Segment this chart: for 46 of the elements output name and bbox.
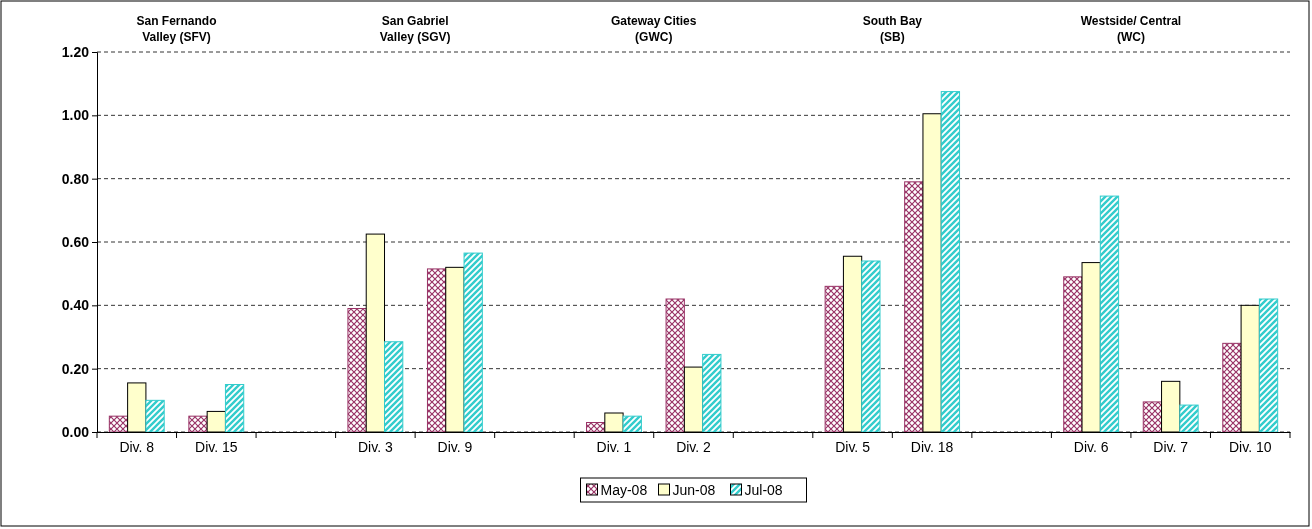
- bar: [861, 260, 881, 433]
- bar: [1222, 342, 1242, 433]
- x-tick-label: Div. 5: [835, 438, 871, 455]
- y-tick-label: 0.60: [61, 233, 90, 250]
- bar: [1142, 401, 1163, 433]
- bar: [702, 353, 722, 433]
- y-tick-label: 0.80: [61, 170, 90, 187]
- bar: [188, 415, 208, 433]
- x-tick-label: Div. 10: [1228, 438, 1272, 455]
- text: San Fernando Valley (SFV): [136, 14, 217, 44]
- bar: [940, 91, 961, 433]
- x-tick-label: Div. 9: [437, 438, 473, 455]
- bar: [224, 384, 245, 433]
- x-tick-label: Div. 7: [1153, 438, 1189, 455]
- y-tick-label: 1.00: [61, 107, 90, 124]
- text: San Gabriel Valley (SGV): [379, 14, 451, 44]
- x-tick-label: Div. 6: [1073, 438, 1109, 455]
- legend-label: Jul-08: [744, 482, 783, 498]
- bar: [347, 308, 367, 433]
- bar: [426, 268, 447, 433]
- bar: [1258, 298, 1279, 433]
- bar: [824, 285, 844, 433]
- legend-label: May-08: [600, 482, 648, 498]
- y-tick-label: 0.40: [61, 297, 90, 314]
- y-tick-label: 0.00: [61, 423, 90, 440]
- bar: [1063, 276, 1083, 433]
- bar: [904, 181, 924, 433]
- legend-label: Jun-08: [672, 482, 716, 498]
- bar: [665, 298, 685, 433]
- bar: [622, 415, 642, 433]
- x-tick-label: Div. 18: [910, 438, 954, 455]
- x-tick-label: Div. 8: [119, 438, 155, 455]
- bar: [145, 399, 165, 433]
- bar: [463, 252, 483, 433]
- bar: [384, 341, 404, 433]
- x-tick-label: Div. 15: [195, 438, 238, 455]
- x-tick-label: Div. 2: [676, 438, 712, 455]
- x-tick-label: Div. 1: [596, 438, 632, 455]
- text: South Bay (SB): [862, 14, 923, 44]
- x-tick-label: Div. 3: [357, 438, 393, 455]
- bar: [1099, 195, 1120, 433]
- bar: [1179, 404, 1199, 433]
- text: Gateway Cities (GWC): [611, 14, 697, 44]
- y-tick-label: 1.20: [61, 43, 90, 60]
- text: Westside/ Central (WC): [1080, 14, 1182, 44]
- y-tick-label: 0.20: [61, 360, 90, 377]
